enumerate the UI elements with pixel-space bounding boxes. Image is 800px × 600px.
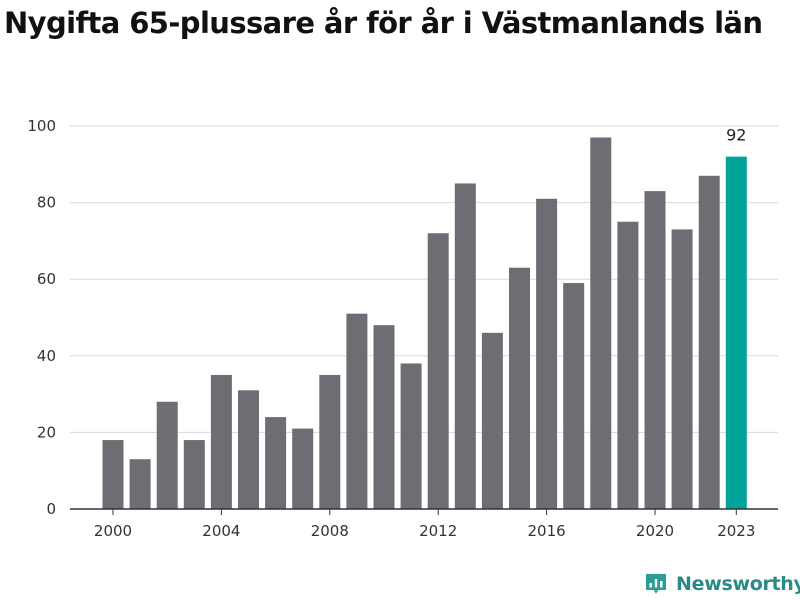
brand-name: Newsworthy bbox=[676, 573, 800, 595]
x-tick-label: 2004 bbox=[202, 522, 240, 540]
x-tick-label: 2023 bbox=[717, 522, 755, 540]
bar-2018 bbox=[590, 137, 612, 510]
bar-2002 bbox=[156, 401, 178, 509]
brand-logo: Newsworthy bbox=[644, 568, 800, 600]
bar-2009 bbox=[346, 313, 368, 509]
newsworthy-logo-icon bbox=[646, 574, 666, 594]
bar-2006 bbox=[265, 417, 287, 509]
bar-2008 bbox=[319, 374, 341, 509]
bar-2001 bbox=[129, 459, 151, 509]
y-tick-label: 80 bbox=[37, 194, 56, 212]
bar-2013 bbox=[454, 183, 476, 509]
y-tick-label: 20 bbox=[37, 423, 56, 441]
y-axis-ticks: 0 20 40 60 80 100 bbox=[27, 117, 56, 518]
bar-2017 bbox=[563, 283, 585, 509]
bar-2019 bbox=[617, 221, 639, 509]
data-labels: 92 bbox=[726, 126, 746, 145]
chart-title: Nygifta 65-plussare år för år i Västmanl… bbox=[4, 6, 763, 40]
bar-2015 bbox=[509, 267, 530, 509]
x-tick-label: 2020 bbox=[636, 522, 674, 540]
x-axis: 2000 2004 2008 2012 2016 2020 2023 bbox=[70, 508, 778, 540]
bar-2003 bbox=[183, 440, 205, 509]
x-tick-label: 2016 bbox=[528, 522, 566, 540]
bar-2011 bbox=[400, 363, 422, 509]
bar-2005 bbox=[238, 390, 259, 509]
x-tick-label: 2012 bbox=[419, 522, 457, 540]
bar-2004 bbox=[210, 374, 232, 509]
y-tick-label: 100 bbox=[27, 117, 56, 135]
bar-2007 bbox=[292, 428, 314, 509]
bars bbox=[102, 137, 747, 510]
bar-2022 bbox=[698, 175, 720, 510]
bar-2014 bbox=[481, 332, 503, 509]
y-tick-label: 60 bbox=[37, 270, 56, 288]
bar-2016 bbox=[536, 198, 558, 509]
bar-2000 bbox=[102, 440, 124, 509]
bar-2012 bbox=[427, 233, 449, 510]
data-label-2023: 92 bbox=[726, 126, 746, 145]
bar-2023 bbox=[725, 156, 747, 509]
x-tick-label: 2008 bbox=[311, 522, 349, 540]
x-tick-label: 2000 bbox=[94, 522, 132, 540]
bar-2021 bbox=[671, 229, 693, 509]
bar-2020 bbox=[644, 191, 666, 510]
y-tick-label: 0 bbox=[46, 500, 56, 518]
y-tick-label: 40 bbox=[37, 347, 56, 365]
bar-chart: 0 20 40 60 80 100 2000 2004 2008 2012 2016 2020 202… bbox=[27, 117, 778, 540]
bar-2010 bbox=[373, 325, 395, 509]
